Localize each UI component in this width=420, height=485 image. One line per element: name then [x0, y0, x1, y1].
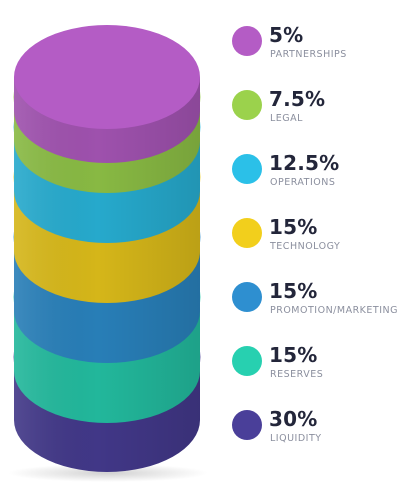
floor-shadow: [8, 464, 208, 482]
legend-item-promotion-marketing: 15% PROMOTION/MARKETING: [232, 279, 417, 324]
legend-swatch: [232, 218, 262, 248]
legend-swatch: [232, 282, 262, 312]
legend-label: PROMOTION/MARKETING: [270, 305, 398, 316]
legend-label: RESERVES: [270, 369, 324, 380]
legend-item-operations: 12.5% OPERATIONS: [232, 151, 417, 196]
legend-swatch: [232, 26, 262, 56]
disc-partnerships: [14, 25, 200, 163]
legend-swatch: [232, 346, 262, 376]
legend-value: 30%: [269, 407, 318, 431]
legend-label: TECHNOLOGY: [270, 241, 341, 252]
legend-swatch: [232, 90, 262, 120]
legend-value: 7.5%: [269, 87, 326, 111]
legend-label: OPERATIONS: [270, 177, 336, 188]
legend-swatch: [232, 154, 262, 184]
legend-item-reserves: 15% RESERVES: [232, 343, 417, 388]
legend-value: 15%: [269, 343, 318, 367]
legend-label: LIQUIDITY: [270, 433, 322, 444]
legend-swatch: [232, 410, 262, 440]
legend-item-technology: 15% TECHNOLOGY: [232, 215, 417, 260]
legend-value: 5%: [269, 23, 304, 47]
legend-value: 12.5%: [269, 151, 340, 175]
disc-top: [14, 25, 200, 129]
legend-value: 15%: [269, 215, 318, 239]
legend-value: 15%: [269, 279, 318, 303]
legend-item-liquidity: 30% LIQUIDITY: [232, 407, 417, 452]
legend-label: LEGAL: [270, 113, 303, 124]
legend-label: PARTNERSHIPS: [270, 49, 347, 60]
legend-item-legal: 7.5% LEGAL: [232, 87, 417, 132]
legend-item-partnerships: 5% PARTNERSHIPS: [232, 23, 417, 68]
